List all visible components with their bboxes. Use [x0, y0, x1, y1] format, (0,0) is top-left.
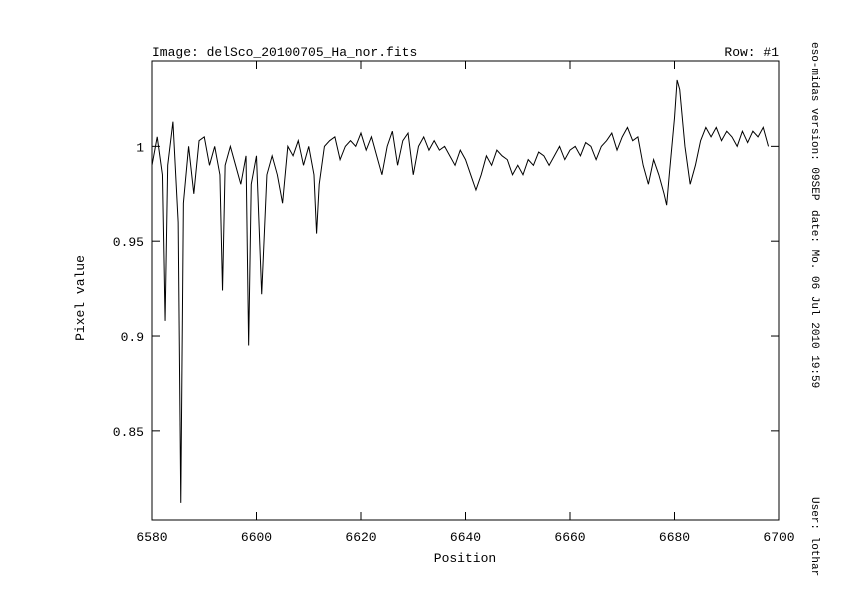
- user-label: User: lothar: [808, 497, 820, 576]
- y-tick-label: 0.85: [113, 425, 144, 440]
- y-tick-label: 0.95: [113, 235, 144, 250]
- plot-frame: [151, 60, 780, 521]
- y-axis-label: Pixel value: [73, 255, 88, 341]
- x-tick-label: 6680: [659, 530, 690, 545]
- date-label: date: Mo. 06 Jul 2010 19:59: [808, 210, 820, 388]
- x-tick-label: 6700: [763, 530, 794, 545]
- x-tick-label: 6580: [136, 530, 167, 545]
- version-label: eso-midas version: 09SEP: [808, 42, 820, 201]
- y-tick-label: 0.9: [121, 330, 144, 345]
- x-tick-label: 6660: [554, 530, 585, 545]
- x-tick-label: 6640: [450, 530, 481, 545]
- row-label: Row: #1: [724, 45, 779, 60]
- image-label: Image: delSco_20100705_Ha_nor.fits: [152, 45, 417, 60]
- x-tick-label: 6620: [345, 530, 376, 545]
- y-tick-label: 1: [136, 140, 144, 155]
- x-tick-label: 6600: [241, 530, 272, 545]
- spectrum-line: [151, 79, 770, 503]
- x-axis-label: Position: [434, 551, 496, 566]
